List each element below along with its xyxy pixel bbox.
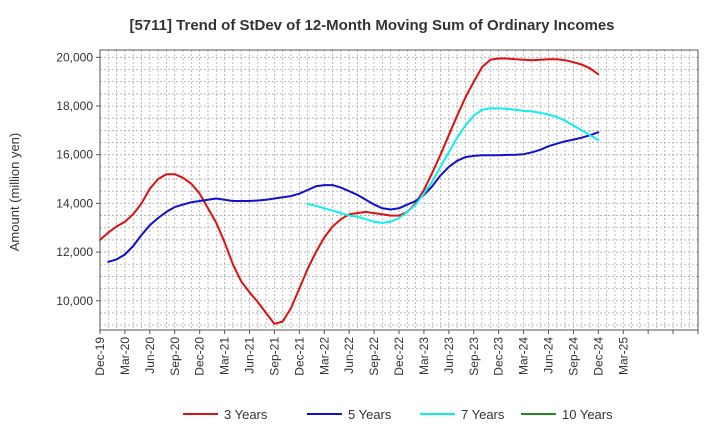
x-tick-label: Jun-22 [342, 337, 356, 374]
x-tick-label: Sep-22 [367, 337, 381, 376]
y-axis-ticks: 10,000 12,000 14,000 16,000 18,000 20,000 [56, 50, 100, 308]
x-tick-label: Mar-23 [417, 337, 431, 375]
x-tick-label: Dec-21 [292, 337, 306, 376]
x-tick-label: Mar-25 [616, 337, 630, 375]
legend-label: 10 Years [562, 407, 613, 422]
x-tick-label: Sep-21 [267, 337, 281, 376]
legend-label: 3 Years [224, 407, 268, 422]
y-tick-label: 20,000 [56, 50, 93, 64]
x-tick-label: Sep-20 [168, 337, 182, 376]
x-tick-label: Dec-24 [591, 337, 605, 376]
series-line-7-years [306, 107, 600, 224]
x-tick-label: Mar-22 [317, 337, 331, 375]
x-tick-label: Dec-19 [93, 337, 107, 376]
x-tick-label: Dec-23 [492, 337, 506, 376]
y-tick-label: 14,000 [56, 196, 93, 210]
legend-label: 7 Years [461, 407, 505, 422]
y-tick-label: 18,000 [56, 99, 93, 113]
y-axis-label: Amount (million yen) [7, 133, 22, 252]
x-tick-label: Mar-24 [517, 337, 531, 375]
series-line-5-years [107, 131, 600, 263]
series-lines [99, 57, 600, 325]
x-tick-label: Jun-23 [442, 337, 456, 374]
grid [100, 50, 698, 330]
x-tick-label: Dec-22 [392, 337, 406, 376]
x-tick-label: Sep-24 [566, 337, 580, 376]
x-tick-label: Mar-20 [118, 337, 132, 375]
y-tick-label: 10,000 [56, 294, 93, 308]
y-tick-label: 16,000 [56, 148, 93, 162]
x-tick-label: Jun-24 [542, 337, 556, 374]
x-tick-label: Mar-21 [218, 337, 232, 375]
x-tick-label: Jun-20 [143, 337, 157, 374]
series-line-3-years [99, 57, 600, 325]
x-tick-label: Sep-23 [467, 337, 481, 376]
y-tick-label: 12,000 [56, 245, 93, 259]
x-tick-label: Dec-20 [193, 337, 207, 376]
chart-title: [5711] Trend of StDev of 12-Month Moving… [129, 17, 614, 34]
legend: 3 Years 5 Years 7 Years 10 Years [183, 407, 613, 422]
legend-label: 5 Years [348, 407, 392, 422]
x-tick-label: Jun-21 [243, 337, 257, 374]
x-axis-ticks: Dec-19 Mar-20 Jun-20 Sep-20 Dec-20 Mar-21 Jun-… [93, 330, 699, 376]
